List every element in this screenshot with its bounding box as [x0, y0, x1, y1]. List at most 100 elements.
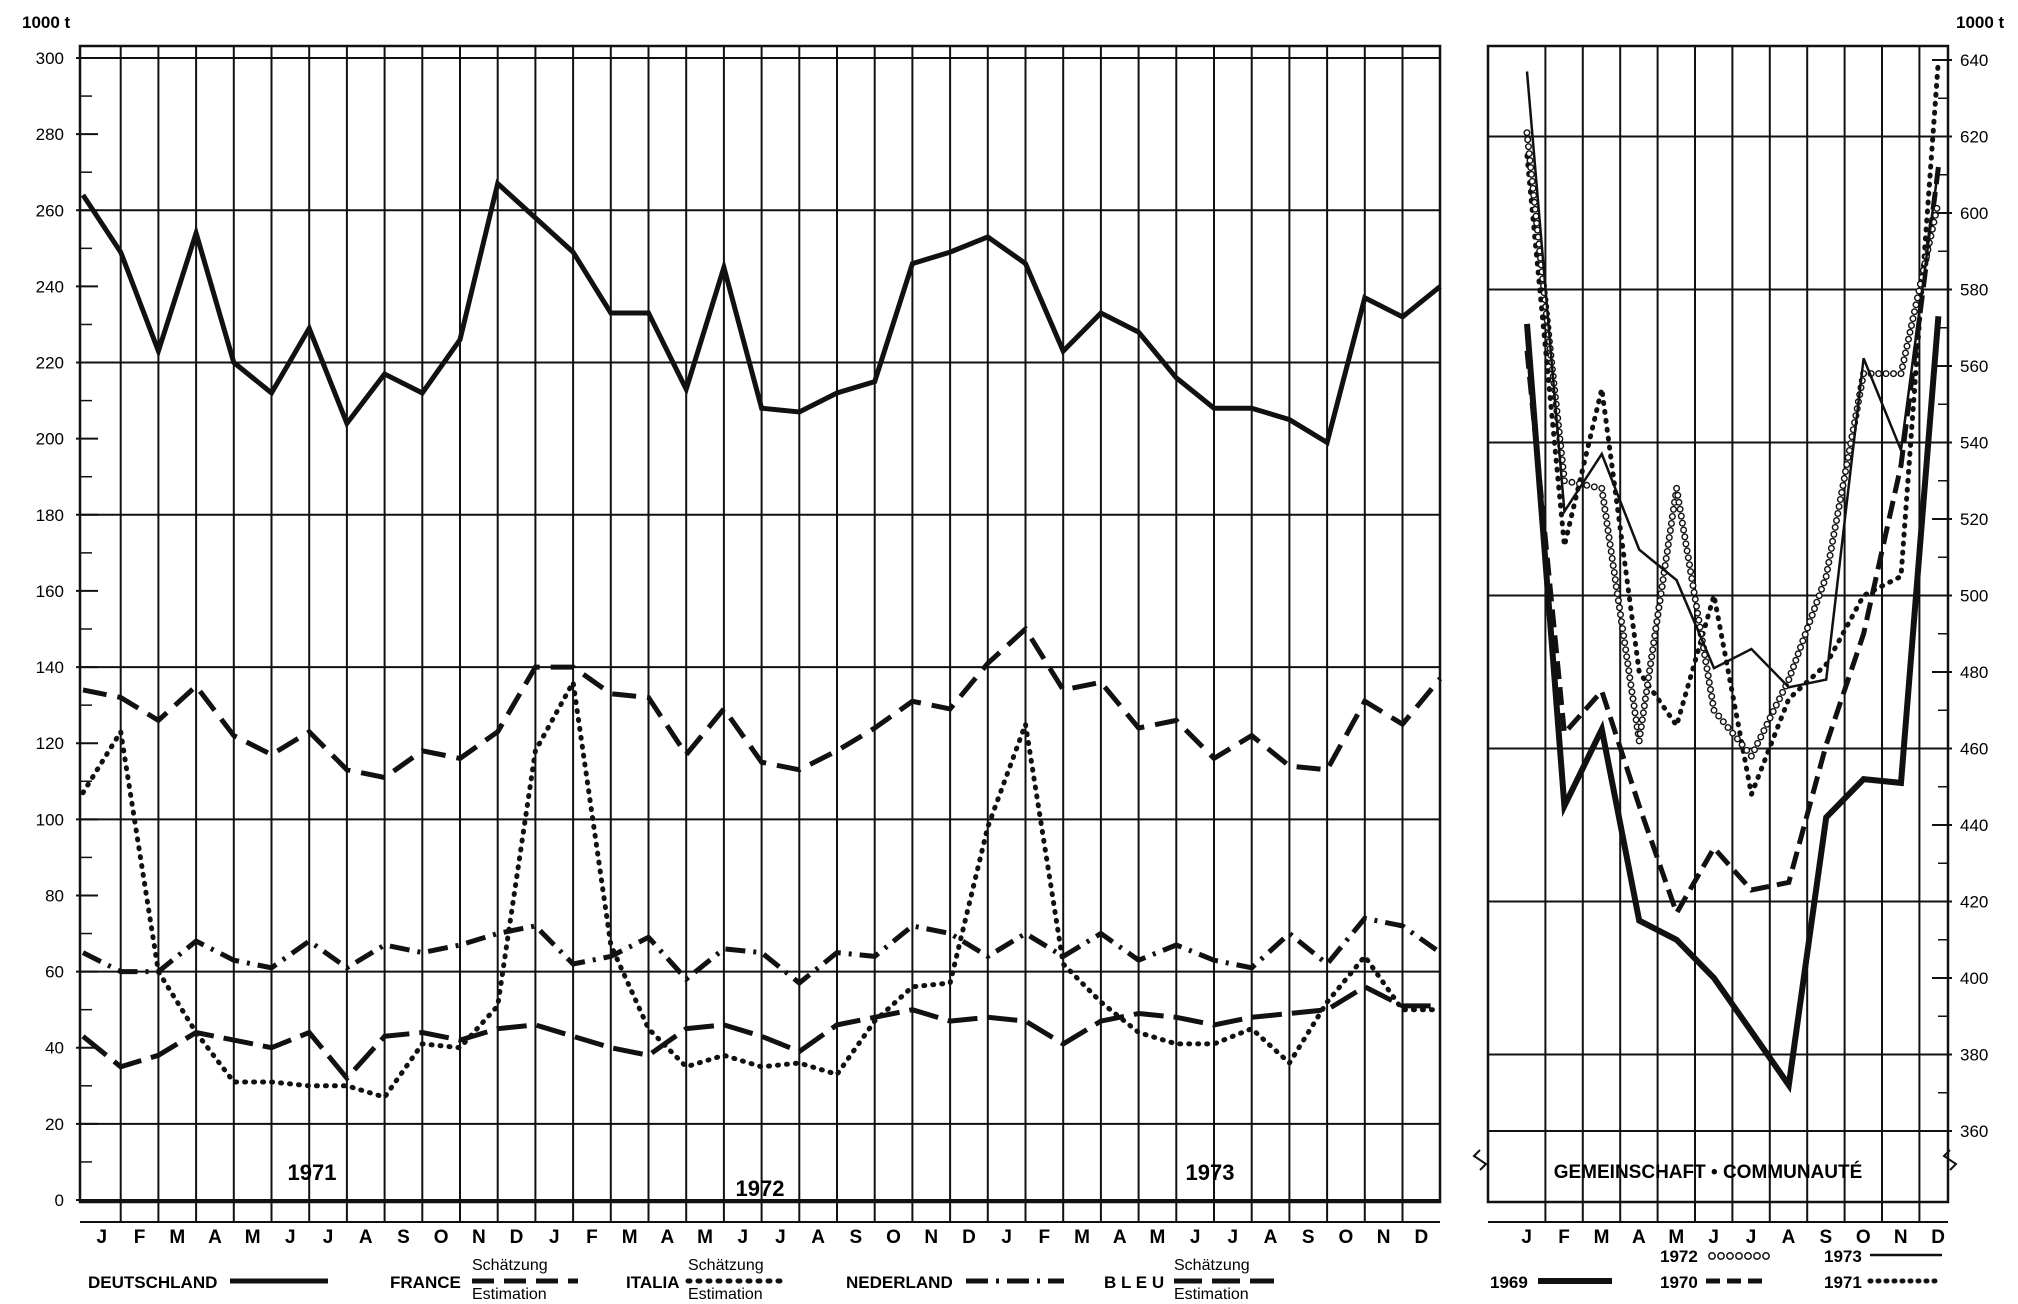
- series-1972-ring-marker: [1599, 491, 1607, 499]
- series-1972-ring-marker: [1703, 665, 1711, 673]
- series-1972-ring-marker: [1912, 301, 1920, 309]
- series-1972-ring-marker: [1702, 658, 1710, 666]
- series-1972-ring-marker: [1625, 667, 1633, 675]
- countries-y-tick-label: 60: [45, 963, 64, 982]
- series-1972-ring-marker: [1738, 741, 1746, 749]
- series-1972-ring-marker: [1705, 679, 1713, 687]
- series-1972-ring-marker: [1743, 746, 1751, 754]
- series-1972-ring-marker: [1528, 177, 1536, 185]
- community-month-label: M: [1594, 1227, 1610, 1248]
- series-1972-ring-marker: [1820, 579, 1828, 587]
- countries-y-unit: 1000 t: [22, 13, 71, 32]
- series-1972-ring-marker: [1678, 519, 1686, 527]
- series-line-1970: [1524, 166, 1941, 919]
- series-1972-ring-marker: [1900, 356, 1908, 364]
- series-1972-ring-marker: [1754, 739, 1762, 747]
- series-1972-ring-marker: [1619, 625, 1627, 633]
- series-1972-ring-marker: [1640, 702, 1648, 710]
- countries-plot-frame: [78, 44, 1442, 1204]
- countries-month-label: M: [169, 1227, 185, 1248]
- series-1972-ring-marker: [1629, 695, 1637, 703]
- series-1972-ring-marker: [1668, 513, 1676, 521]
- series-1972-ring-marker: [1810, 605, 1818, 613]
- series-1972-ring-marker: [1606, 541, 1614, 549]
- countries-y-tick-label: 260: [36, 201, 64, 220]
- series-1972-ring-marker: [1612, 583, 1620, 591]
- series-1972-ring-marker: [1787, 669, 1795, 677]
- countries-month-label: A: [811, 1227, 825, 1248]
- series-1972-ring-marker: [1903, 342, 1911, 350]
- series-1972-ring-marker: [1933, 204, 1941, 212]
- countries-month-label: A: [1264, 1227, 1278, 1248]
- series-1972-ring-marker: [1623, 653, 1631, 661]
- series-1972-ring-marker: [1622, 646, 1630, 654]
- series-1972-ring-marker: [1760, 727, 1768, 735]
- series-1972-ring-marker: [1617, 618, 1625, 626]
- community-y-tick-label: 560: [1960, 357, 1988, 376]
- countries-y-axis: 0 20 40 60 80 100 120 140 160 180 200 220 240 260 280 3…: [36, 49, 98, 1210]
- series-1972-ring-marker: [1664, 541, 1672, 549]
- series-1972-ring-marker: [1750, 746, 1758, 754]
- axis-break-mark-left: [1472, 1149, 1488, 1171]
- countries-month-label: J: [1228, 1227, 1239, 1248]
- countries-month-label: D: [1414, 1227, 1428, 1248]
- community-y-unit: 1000 t: [1956, 13, 2005, 32]
- series-1972-ring-marker: [1757, 733, 1765, 741]
- legend-1972-ring: [1762, 1252, 1770, 1260]
- series-1972-ring-marker: [1568, 478, 1576, 486]
- countries-month-label: J: [323, 1227, 334, 1248]
- series-1972-ring-marker: [1684, 554, 1692, 562]
- countries-month-label: A: [660, 1227, 674, 1248]
- countries-month-label: A: [1113, 1227, 1127, 1248]
- series-1972-ring-marker: [1583, 481, 1591, 489]
- series-1972-ring-marker: [1822, 572, 1830, 580]
- countries-month-label: S: [397, 1227, 410, 1248]
- series-line-nederland: [81, 915, 1442, 987]
- series-1972-ring-marker: [1613, 590, 1621, 598]
- series-1972-ring-marker: [1637, 723, 1645, 731]
- series-1972-ring-marker: [1823, 565, 1831, 573]
- series-1972-ring-marker: [1626, 674, 1634, 682]
- series-1972-ring-marker: [1747, 752, 1755, 760]
- community-month-label: M: [1668, 1227, 1684, 1248]
- countries-month-label: M: [1074, 1227, 1090, 1248]
- series-1972-ring-marker: [1815, 592, 1823, 600]
- series-1972-ring-marker: [1665, 534, 1673, 542]
- series-1972-ring-marker: [1813, 598, 1821, 606]
- series-1972-ring-marker: [1656, 597, 1664, 605]
- legend-1972-label: 1972: [1660, 1247, 1698, 1266]
- countries-month-label: M: [697, 1227, 713, 1248]
- series-1972-ring-marker: [1647, 660, 1655, 668]
- series-1972-ring-marker: [1531, 205, 1539, 213]
- community-y-tick-label: 600: [1960, 204, 1988, 223]
- series-1972-ring-marker: [1769, 708, 1777, 716]
- series-1972-ring-marker: [1641, 695, 1649, 703]
- legend-deutschland-label: DEUTSCHLAND: [88, 1273, 217, 1292]
- series-line-1973: [1525, 71, 1940, 689]
- series-1972-ring-marker: [1875, 370, 1883, 378]
- countries-month-label: A: [208, 1227, 222, 1248]
- countries-month-label: J: [775, 1227, 786, 1248]
- series-1972-ring-marker: [1527, 163, 1535, 171]
- series-1972-ring-marker: [1909, 315, 1917, 323]
- legend-france-estimation: Estimation: [472, 1286, 547, 1303]
- series-1972-ring-marker: [1631, 709, 1639, 717]
- series-1972-ring-marker: [1906, 328, 1914, 336]
- series-1972-ring-marker: [1611, 576, 1619, 584]
- series-1972-ring-marker: [1719, 718, 1727, 726]
- community-month-label: D: [1931, 1227, 1945, 1248]
- series-1972-ring-marker: [1733, 735, 1741, 743]
- community-y-tick-label: 480: [1960, 663, 1988, 682]
- series-1972-ring-marker: [1649, 646, 1657, 654]
- series-1972-ring-marker: [1667, 520, 1675, 528]
- series-1972-ring-marker: [1843, 461, 1851, 469]
- countries-month-label: O: [1339, 1227, 1354, 1248]
- community-month-label: A: [1632, 1227, 1646, 1248]
- legend-1972-swatch: [1708, 1252, 1770, 1260]
- countries-y-tick-label: 80: [45, 886, 64, 905]
- countries-y-tick-label: 180: [36, 506, 64, 525]
- series-1972-ring-marker: [1610, 569, 1618, 577]
- community-month-label: J: [1708, 1227, 1719, 1248]
